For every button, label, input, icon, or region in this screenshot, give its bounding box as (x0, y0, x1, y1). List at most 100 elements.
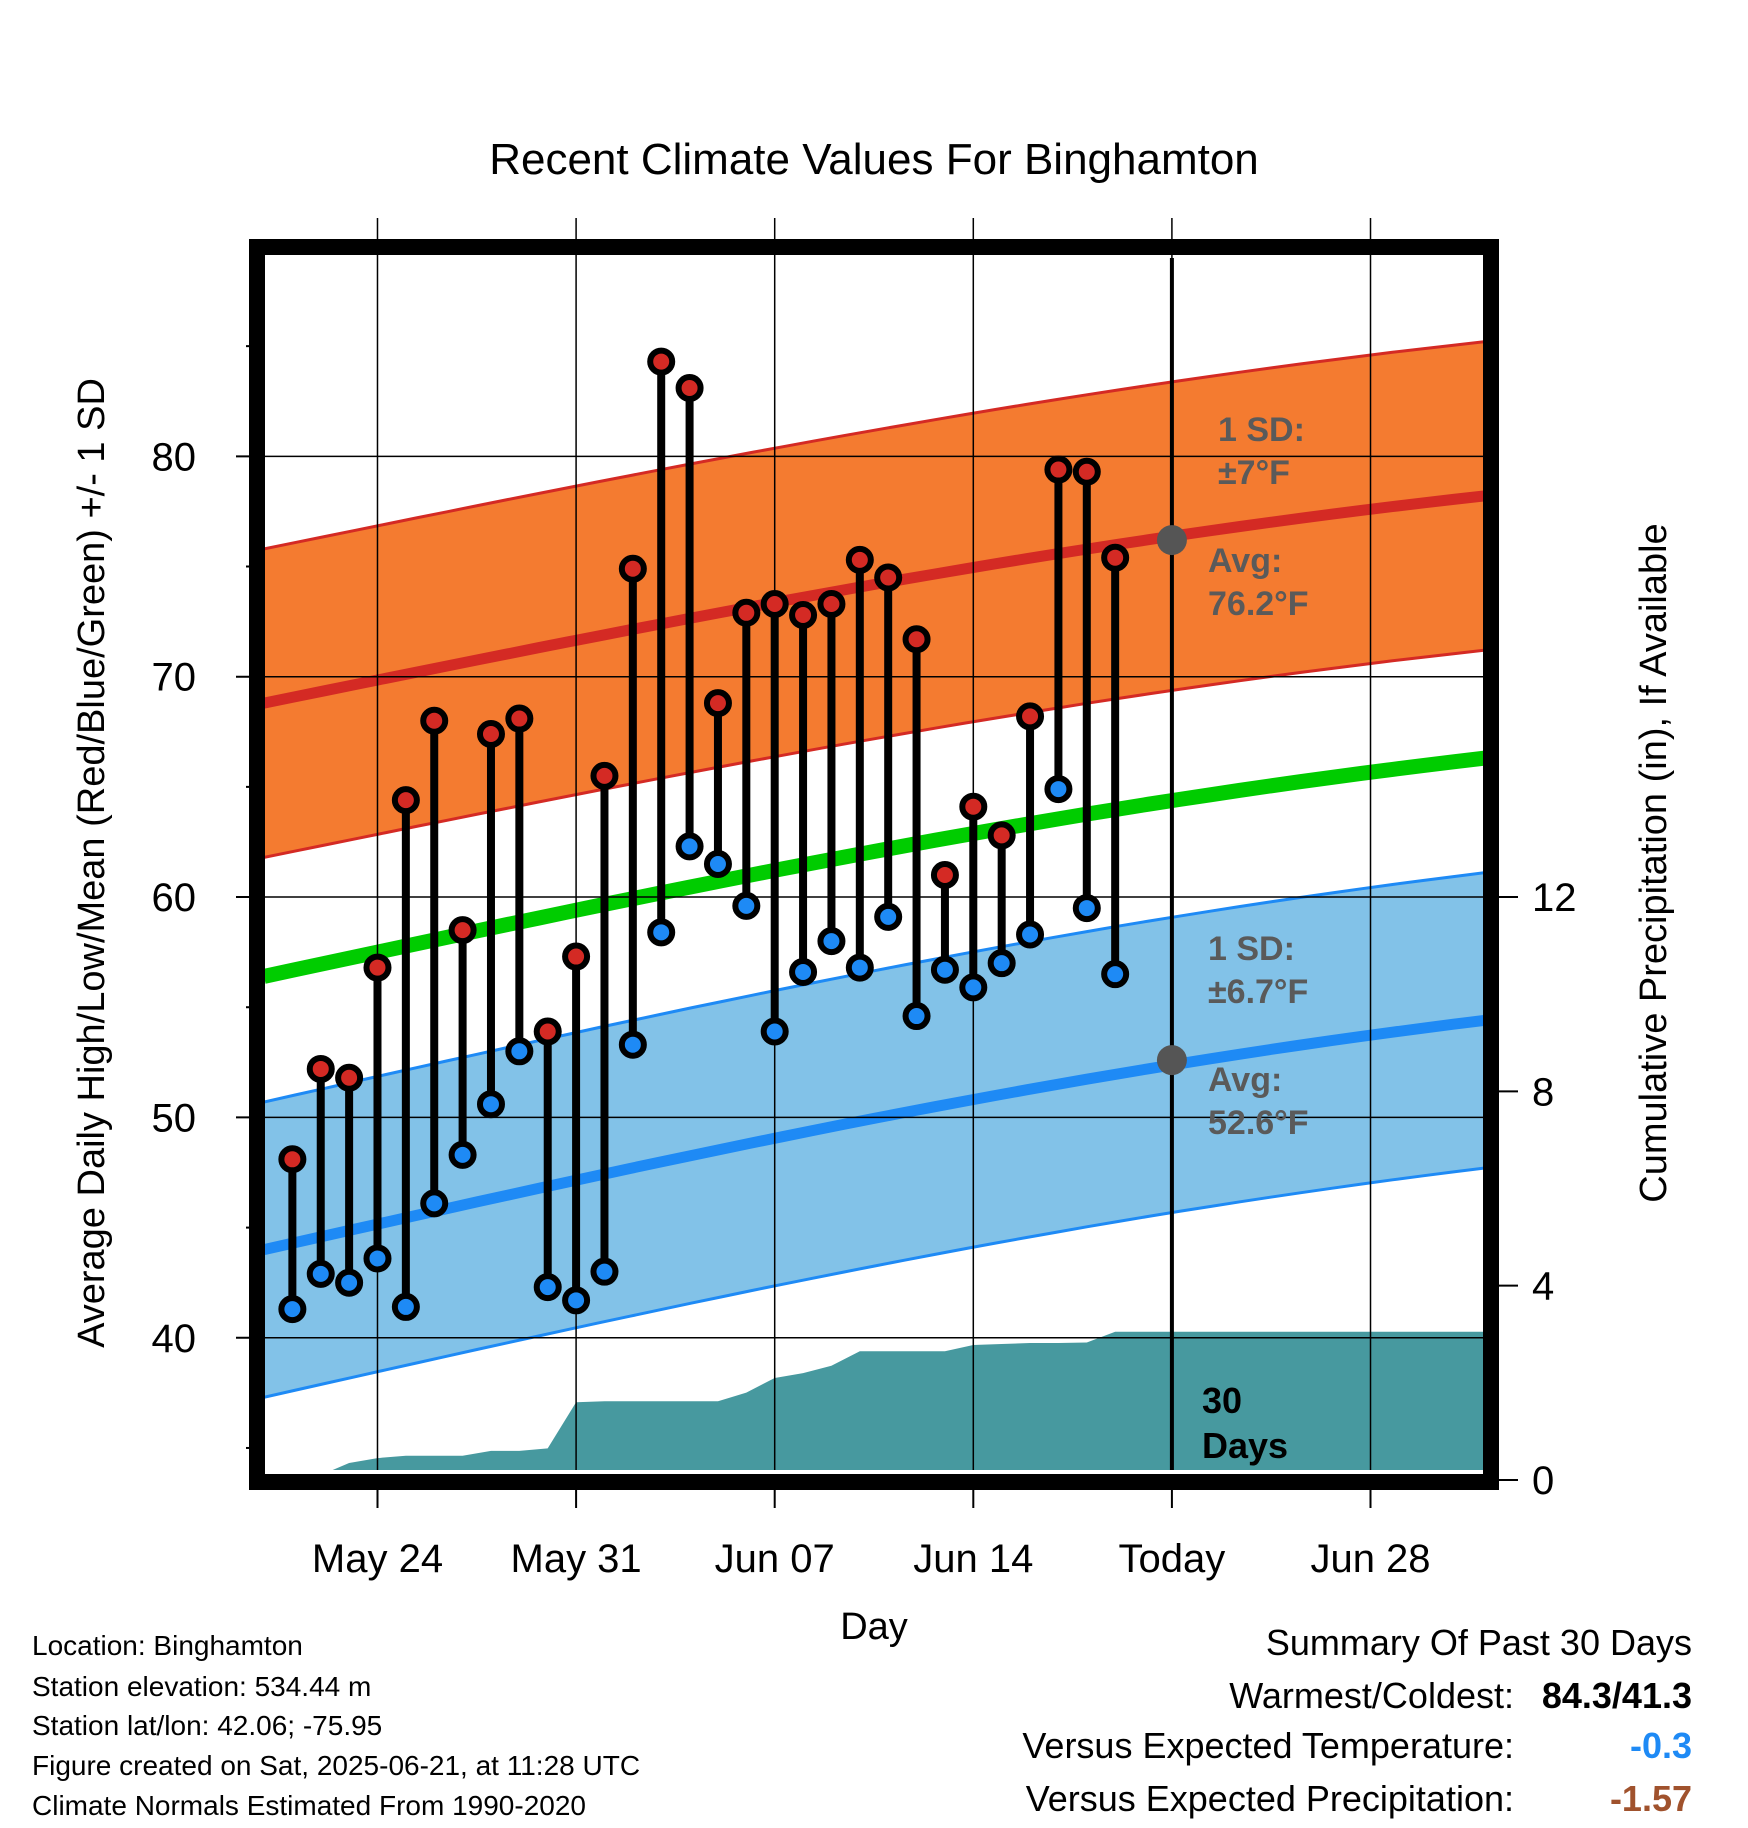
daily-low-point (703, 850, 732, 878)
daily-high-point (675, 374, 704, 403)
daily-low-point (278, 1295, 307, 1324)
daily-high-point (817, 589, 846, 618)
daily-high-point (476, 719, 505, 748)
precip-label: Versus Expected Precipitation: (1025, 1778, 1514, 1819)
normal-low-line (264, 1015, 1484, 1255)
daily-low-point (930, 955, 959, 984)
low-upper-edge (264, 871, 1484, 1104)
daily-low-point (1101, 960, 1130, 989)
daily-low-point (590, 1257, 619, 1286)
low-avg-label: Avg: (1208, 1061, 1282, 1099)
summary-warm-cold: Warmest/Coldest: 84.3/41.3 (1229, 1675, 1692, 1717)
high-sd-band (264, 341, 1484, 858)
today-high-avg-marker (1156, 525, 1187, 556)
y-tick-label: 50 (152, 1096, 197, 1140)
info-normals: Climate Normals Estimated From 1990-2020 (32, 1790, 586, 1821)
precip-value: -1.57 (1609, 1778, 1692, 1819)
low-sd-band (264, 872, 1484, 1398)
daily-high-point (1072, 457, 1101, 486)
plot-frame (249, 239, 1499, 1490)
daily-low-point (476, 1090, 505, 1119)
x-tick-label: Jun 28 (1310, 1537, 1430, 1581)
high-lower-edge (264, 648, 1484, 859)
summary-precip: Versus Expected Precipitation: -1.57 (1026, 1778, 1692, 1820)
info-created: Figure created on Sat, 2025-06-21, at 11… (32, 1750, 641, 1781)
daily-low-point (306, 1259, 335, 1288)
high-avg-label: Avg: (1208, 542, 1282, 580)
daily-low-point (420, 1189, 449, 1218)
daily-high-point (420, 706, 449, 735)
normal-high-line (264, 490, 1484, 709)
y2-tick-label: 8 (1532, 1070, 1554, 1114)
daily-low-point (647, 918, 676, 947)
daily-high-point (278, 1145, 307, 1174)
daily-high-point (590, 761, 619, 790)
y-axis-label: Average Daily High/Low/Mean (Red/Blue/Gr… (71, 378, 113, 1348)
daily-low-point (1044, 775, 1073, 804)
daily-high-point (306, 1054, 335, 1083)
x-tick-label: Jun 07 (715, 1537, 835, 1581)
daily-high-point (647, 347, 676, 376)
info-elevation: Station elevation: 534.44 m (32, 1671, 372, 1702)
daily-high-point (618, 554, 647, 583)
warm-cold-label: Warmest/Coldest: (1229, 1675, 1514, 1716)
info-location: Location: Binghamton (32, 1630, 303, 1661)
high-sd-label: 1 SD: (1218, 411, 1305, 449)
summary-title: Summary Of Past 30 Days (1265, 1622, 1692, 1663)
low-sd-label: 1 SD: (1208, 930, 1295, 968)
daily-low-point (760, 1017, 789, 1046)
daily-low-point (335, 1268, 364, 1297)
daily-low-point (959, 973, 988, 1002)
daily-low-point (1016, 920, 1045, 949)
daily-high-point (845, 545, 874, 574)
daily-high-point (1044, 455, 1073, 484)
low-avg-value: 52.6°F (1208, 1104, 1309, 1142)
daily-low-point (1072, 894, 1101, 923)
high-sd-value: ±7°F (1218, 454, 1290, 492)
daily-low-point (618, 1030, 647, 1059)
high-upper-edge (264, 340, 1484, 551)
info-latlon: Station lat/lon: 42.06; -75.95 (32, 1710, 383, 1741)
daily-high-point (1016, 702, 1045, 731)
daily-low-point (845, 953, 874, 982)
x-tick-label: May 24 (312, 1537, 443, 1581)
y-tick-label: 80 (152, 435, 197, 479)
y2-axis-label: Cumulative Precipitation (in), If Availa… (1633, 523, 1675, 1202)
daily-low-point (391, 1292, 420, 1321)
x-tick-label: Jun 14 (913, 1537, 1033, 1581)
daily-high-point (987, 821, 1016, 850)
y2-tick-label: 0 (1532, 1459, 1554, 1503)
daily-low-point (363, 1244, 392, 1273)
daily-high-point (930, 861, 959, 890)
daily-high-point (959, 792, 988, 821)
daily-high-point (1101, 543, 1130, 572)
daily-low-point (562, 1286, 591, 1315)
daily-low-point (817, 927, 846, 956)
y-tick-label: 60 (152, 876, 197, 920)
daily-low-point (448, 1140, 477, 1169)
low-sd-value: ±6.7°F (1208, 973, 1308, 1011)
daily-high-point (562, 942, 591, 971)
summary-temp: Versus Expected Temperature: -0.3 (1022, 1725, 1692, 1767)
daily-low-point (533, 1273, 562, 1302)
daily-low-point (987, 949, 1016, 978)
y2-tick-label: 12 (1532, 876, 1577, 920)
high-avg-value: 76.2°F (1208, 585, 1309, 623)
x-axis-label: Day (840, 1606, 908, 1648)
daily-low-point (874, 902, 903, 931)
daily-low-point (505, 1037, 534, 1066)
daily-low-point (902, 1002, 931, 1031)
temp-label: Versus Expected Temperature: (1022, 1725, 1514, 1766)
daily-high-point (363, 953, 392, 982)
temp-value: -0.3 (1629, 1725, 1692, 1766)
chart-title: Recent Climate Values For Binghamton (489, 135, 1259, 184)
precip-area (332, 1331, 1484, 1470)
daily-low-point (789, 957, 818, 986)
daily-low-point (675, 832, 704, 861)
daily-high-point (391, 786, 420, 815)
period-label-unit: Days (1202, 1425, 1288, 1466)
daily-high-point (505, 704, 534, 733)
daily-high-point (874, 563, 903, 592)
daily-high-point (789, 600, 818, 629)
